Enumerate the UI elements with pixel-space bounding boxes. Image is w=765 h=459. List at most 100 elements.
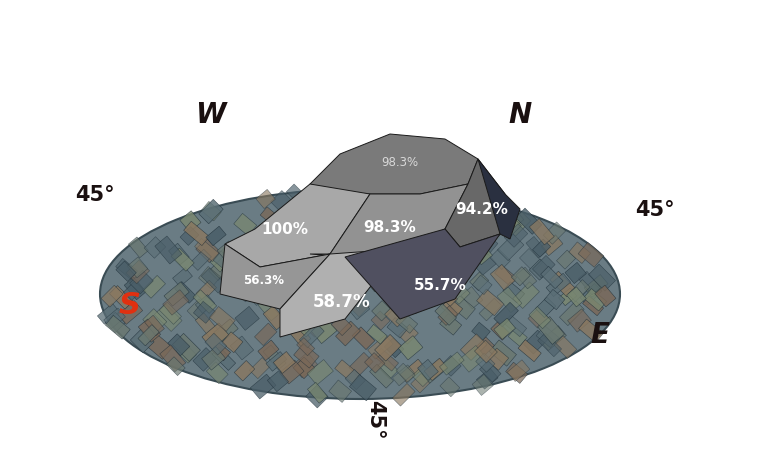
Bar xyxy=(123,281,143,301)
Bar xyxy=(451,296,475,320)
Bar xyxy=(159,302,181,325)
Bar xyxy=(396,296,422,319)
Bar xyxy=(174,282,197,303)
Bar xyxy=(129,237,148,258)
Bar xyxy=(450,213,473,236)
Bar xyxy=(584,275,608,297)
Bar xyxy=(439,352,464,375)
Bar xyxy=(432,227,454,249)
Bar xyxy=(538,317,565,345)
Text: 100%: 100% xyxy=(262,222,308,237)
Bar xyxy=(438,306,457,326)
Bar xyxy=(346,227,369,250)
Bar xyxy=(347,184,366,203)
Bar xyxy=(145,315,164,336)
Bar xyxy=(540,326,566,351)
Bar xyxy=(349,353,373,377)
Bar xyxy=(109,286,133,309)
Bar xyxy=(556,251,575,269)
Bar xyxy=(461,287,483,309)
Text: 45°: 45° xyxy=(365,399,385,439)
Bar xyxy=(160,345,186,372)
Bar xyxy=(213,251,233,271)
Bar xyxy=(470,207,492,229)
Bar xyxy=(258,299,279,321)
Bar xyxy=(282,294,309,319)
Bar xyxy=(106,316,130,339)
Bar xyxy=(375,227,399,252)
Text: 98.3%: 98.3% xyxy=(382,155,418,168)
Bar xyxy=(374,349,399,371)
Bar xyxy=(194,302,216,324)
Bar xyxy=(385,303,409,327)
Bar xyxy=(559,301,584,326)
Bar xyxy=(240,282,264,306)
Bar xyxy=(487,202,508,222)
Text: W: W xyxy=(194,101,226,129)
Bar xyxy=(477,369,498,389)
Bar xyxy=(529,307,551,329)
Polygon shape xyxy=(310,134,478,195)
Bar xyxy=(263,252,286,274)
Bar xyxy=(392,384,415,406)
Bar xyxy=(366,325,387,344)
Bar xyxy=(235,307,259,330)
Bar xyxy=(176,343,197,364)
Bar xyxy=(448,244,470,267)
Bar xyxy=(104,308,125,329)
Bar xyxy=(565,263,587,284)
Bar xyxy=(286,185,309,207)
Bar xyxy=(339,276,362,299)
Bar xyxy=(371,311,390,330)
Bar xyxy=(353,273,373,293)
Bar xyxy=(190,250,211,271)
Bar xyxy=(578,243,604,268)
Bar xyxy=(490,249,510,270)
Bar xyxy=(222,332,243,353)
Bar xyxy=(294,316,315,337)
Bar xyxy=(474,253,496,276)
Bar xyxy=(541,267,563,289)
Bar xyxy=(367,260,389,281)
Bar xyxy=(101,285,123,308)
Bar xyxy=(297,338,314,356)
Bar xyxy=(414,220,434,240)
Bar xyxy=(474,341,497,363)
Bar xyxy=(236,266,259,289)
Bar xyxy=(387,318,408,338)
Polygon shape xyxy=(225,185,370,268)
Bar xyxy=(277,289,298,308)
Bar xyxy=(118,301,142,325)
Bar xyxy=(440,377,460,397)
Bar xyxy=(299,324,324,348)
Bar xyxy=(212,347,236,370)
Bar xyxy=(368,335,393,359)
Bar xyxy=(144,237,166,259)
Bar xyxy=(507,360,530,382)
Bar xyxy=(230,336,254,360)
Bar xyxy=(349,263,369,283)
Bar xyxy=(288,323,311,347)
Bar xyxy=(392,365,415,386)
Bar xyxy=(180,211,201,232)
Bar xyxy=(246,280,271,302)
Bar xyxy=(568,309,591,332)
Bar xyxy=(568,242,591,264)
Bar xyxy=(382,195,406,219)
Bar xyxy=(423,228,446,251)
Bar xyxy=(594,285,616,307)
Bar xyxy=(308,382,327,403)
Bar xyxy=(286,239,308,259)
Bar xyxy=(471,244,493,265)
Bar xyxy=(302,192,327,217)
Bar xyxy=(168,334,190,356)
Bar xyxy=(199,200,223,224)
Bar xyxy=(544,290,565,310)
Bar xyxy=(336,321,360,346)
Bar xyxy=(497,287,522,313)
Bar xyxy=(424,186,448,209)
Bar xyxy=(343,285,364,305)
Bar xyxy=(249,358,271,379)
Bar xyxy=(130,329,154,353)
Text: 94.2%: 94.2% xyxy=(456,202,509,217)
